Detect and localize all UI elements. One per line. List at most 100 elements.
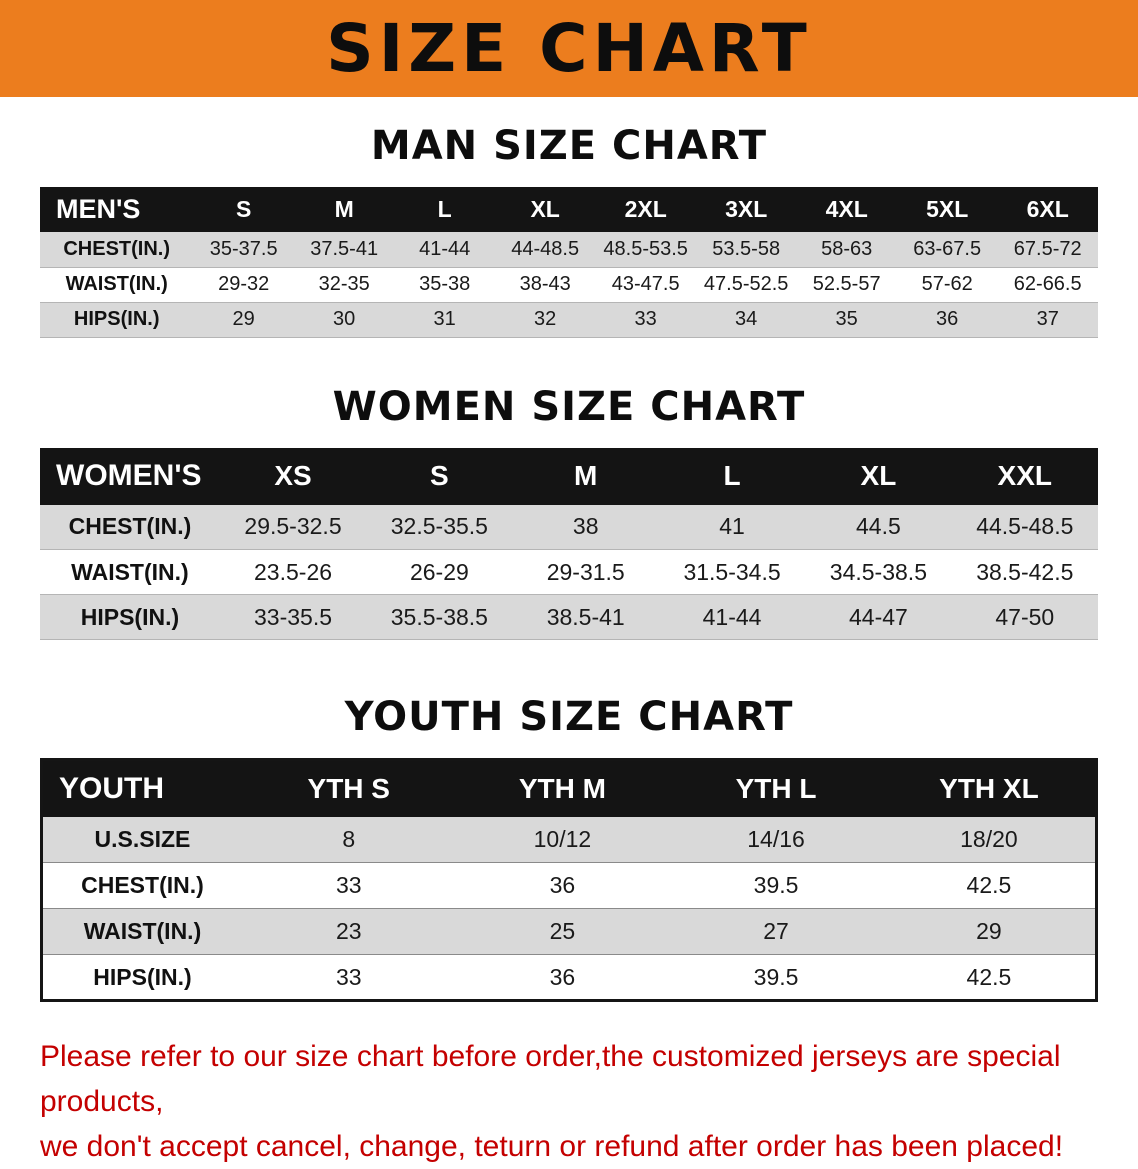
measurement-row: WAIST(IN.) 29-32 32-35 35-38 38-43 43-47.5 47.… [40,267,1098,302]
size-value: 41-44 [419,237,471,260]
row-label: CHEST(IN.) [81,872,204,898]
size-value: 29 [976,918,1002,944]
size-chart-banner: SIZE CHART [0,0,1138,97]
size-value: 29 [232,308,255,330]
size-column-header: S [193,187,294,232]
size-value: 35-38 [419,273,471,295]
size-value: 44-48.5 [511,237,580,260]
size-value: 34.5-38.5 [829,558,927,585]
size-column-header: XS [219,447,367,505]
size-column-header: YTH M [455,759,670,817]
size-value: 35.5-38.5 [390,603,488,630]
size-value: 38-43 [519,273,571,295]
size-column-header: 3XL [695,187,797,232]
mens-section-heading: MAN SIZE CHART [370,123,768,169]
size-value: 41-44 [702,603,762,630]
size-value: 32-35 [318,273,370,295]
size-value: 29-32 [218,273,270,295]
size-value: 57-62 [921,273,973,295]
size-value: 10/12 [533,825,592,852]
row-label: HIPS(IN.) [80,603,180,630]
measurement-row: CHEST(IN.) 29.5-32.5 32.5-35.5 38 41 44.5 44.5… [40,504,1098,550]
size-value: 37 [1036,308,1059,330]
size-column-header: M [512,447,659,505]
row-label: CHEST(IN.) [63,237,171,260]
header-row: MEN'S S M L XL 2XL 3XL 4XL 5XL 6XL [40,187,1098,232]
size-value: 47.5-52.5 [703,273,789,295]
size-value: 67.5-72 [1013,237,1082,260]
size-column-header: YTH S [241,759,456,817]
size-value: 30 [333,308,356,330]
header-row: WOMEN'S XS S M L XL XXL [40,447,1098,505]
size-value: 39.5 [753,872,799,898]
size-value: 29.5-32.5 [244,513,342,540]
womens-size-table: WOMEN'S XS S M L XL XXL CHEST(IN.) 29.5-32.5 32.5… [40,447,1098,641]
size-value: 48.5-53.5 [603,237,688,260]
size-value: 41 [719,513,745,540]
size-value: 38.5-41 [546,603,625,630]
size-column-header: L [394,187,495,232]
size-value: 33-35.5 [254,603,333,630]
size-value: 26-29 [409,558,469,585]
womens-size-section: WOMEN SIZE CHART WOMEN'S XS S M L XL XXL CHEST(I… [0,384,1138,641]
size-value: 35 [835,308,858,330]
disclaimer-line-1: Please refer to our size chart before or… [40,1040,1061,1118]
size-value: 52.5-57 [812,273,881,295]
size-column-header: 4XL [796,187,897,232]
size-value: 8 [342,825,356,852]
measurement-row: CHEST(IN.) 33 36 39.5 42.5 [41,862,1097,909]
size-value: 14/16 [747,825,805,852]
size-value: 31 [433,308,456,330]
banner-title: SIZE CHART [326,9,812,87]
size-column-header: YTH XL [882,759,1097,817]
size-value: 18/20 [960,825,1018,852]
size-chart-sections: MAN SIZE CHART MEN'S S M L XL 2XL 3XL 4XL 5XL 6XL C… [0,123,1138,1002]
measurement-row: HIPS(IN.) 33-35.5 35.5-38.5 38.5-41 41-44 44-… [40,594,1098,640]
size-column-header: L [658,447,806,505]
size-value: 32 [534,308,557,330]
size-column-header: 5XL [896,187,998,232]
row-label: WAIST(IN.) [71,558,189,585]
size-column-header: YTH L [669,759,883,817]
disclaimer: Please refer to our size chart before or… [40,1034,1098,1169]
group-label: MEN'S [40,187,194,232]
size-value: 27 [763,918,789,944]
size-value: 35-37.5 [209,237,278,260]
size-value: 43-47.5 [611,273,680,295]
size-chart-content: MAN SIZE CHART MEN'S S M L XL 2XL 3XL 4XL 5XL 6XL C… [0,123,1138,1169]
size-column-header: XXL [951,447,1098,505]
size-value: 33 [335,872,362,898]
youth-size-section: YOUTH SIZE CHART YOUTH YTH S YTH M YTH L YTH … [0,694,1138,1002]
measurement-row: U.S.SIZE 8 10/12 14/16 18/20 [41,816,1097,863]
size-value: 44-47 [848,603,908,630]
size-value: 37.5-41 [310,237,379,260]
size-value: 29-31.5 [546,558,625,585]
size-value: 62-66.5 [1013,273,1082,295]
header-row: YOUTH YTH S YTH M YTH L YTH XL [41,759,1097,817]
size-value: 39.5 [753,963,799,990]
size-value: 38 [572,513,599,540]
womens-section-heading: WOMEN SIZE CHART [332,383,806,430]
group-label: WOMEN'S [40,447,220,505]
row-label: U.S.SIZE [94,825,191,852]
size-value: 31.5-34.5 [683,558,781,585]
row-label: HIPS(IN.) [73,308,160,330]
size-value: 36 [549,872,576,898]
measurement-row: HIPS(IN.) 29 30 31 32 33 34 35 36 37 [40,302,1098,337]
size-value: 53.5-58 [712,237,781,260]
size-value: 44.5-48.5 [976,513,1074,540]
disclaimer-line-2: we don't accept cancel, change, teturn o… [40,1130,1064,1163]
size-value: 36 [549,963,576,990]
group-label: YOUTH [41,759,242,817]
size-value: 38.5-42.5 [976,558,1074,585]
size-value: 33 [634,308,657,330]
youth-section-heading: YOUTH SIZE CHART [344,694,794,740]
size-value: 23 [335,918,362,944]
size-value: 33 [335,963,362,990]
size-column-header: XL [494,187,596,232]
row-label: HIPS(IN.) [93,963,192,990]
size-value: 58-63 [821,237,873,260]
size-value: 32.5-35.5 [390,513,488,540]
size-column-header: M [293,187,395,232]
size-value: 34 [735,308,758,330]
